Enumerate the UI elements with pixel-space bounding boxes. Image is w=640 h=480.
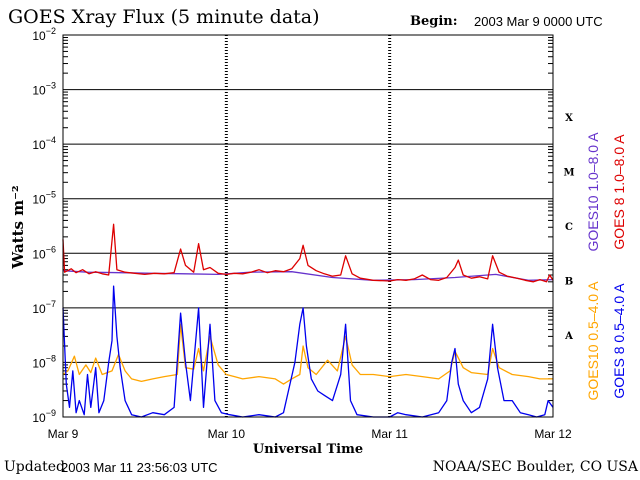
x-tick-label: Mar 10 xyxy=(208,427,246,441)
y-tick-label: 10−2 xyxy=(32,26,56,43)
flare-class-label: A xyxy=(564,331,573,342)
x-tick-label: Mar 12 xyxy=(534,427,572,441)
grid-layer xyxy=(63,35,553,417)
updated-value: 2003 Mar 11 23:56:03 UTC xyxy=(61,460,218,475)
y-tick-labels: 10−2 10−3 10−4 10−5 10−6 10−7 10−8 10−9 xyxy=(32,26,56,425)
flare-class-label: M xyxy=(563,167,574,178)
begin-value: 2003 Mar 9 0000 UTC xyxy=(474,14,603,29)
legend-entry: GOES 8 1.0–8.0 A xyxy=(611,134,627,250)
series-line xyxy=(62,270,554,281)
y-tick-label: 10−9 xyxy=(32,408,56,425)
flare-class-label: B xyxy=(565,277,573,288)
y-tick-label: 10−7 xyxy=(32,299,56,316)
legend-entry: GOES 8 0.5–4.0 A xyxy=(611,283,627,399)
y-axis-label: Watts m⁻² xyxy=(9,185,27,269)
x-tick-label: Mar 9 xyxy=(48,427,79,441)
begin-label: Begin: xyxy=(410,14,458,29)
updated-label: Updated xyxy=(4,459,65,475)
flare-class-label: C xyxy=(565,222,573,233)
legend: GOES10 1.0–8.0 A GOES 8 1.0–8.0 A GOES10 0… xyxy=(585,132,627,401)
y-tick-label: 10−4 xyxy=(32,135,56,152)
y-tick-label: 10−5 xyxy=(32,190,56,207)
flare-class-label: X xyxy=(565,113,573,124)
series-layer xyxy=(62,223,554,418)
y-tick-label: 10−8 xyxy=(32,353,56,370)
x-tick-label: Mar 11 xyxy=(371,427,408,441)
legend-entry: GOES10 0.5–4.0 A xyxy=(585,281,601,401)
x-tick-labels: Mar 9 Mar 10 Mar 11 Mar 12 xyxy=(48,427,572,441)
credit-label: NOAA/SEC Boulder, CO USA xyxy=(432,459,638,475)
plot-frame xyxy=(62,34,554,418)
chart-title: GOES Xray Flux (5 minute data) xyxy=(8,6,320,28)
series-line xyxy=(62,285,554,418)
series-line xyxy=(62,223,554,283)
y-tick-label: 10−6 xyxy=(32,244,56,261)
flare-class-labels: X M C B A xyxy=(563,113,574,342)
y-tick-label: 10−3 xyxy=(32,81,56,98)
x-axis-label: Universal Time xyxy=(253,442,363,457)
legend-entry: GOES10 1.0–8.0 A xyxy=(585,132,601,252)
